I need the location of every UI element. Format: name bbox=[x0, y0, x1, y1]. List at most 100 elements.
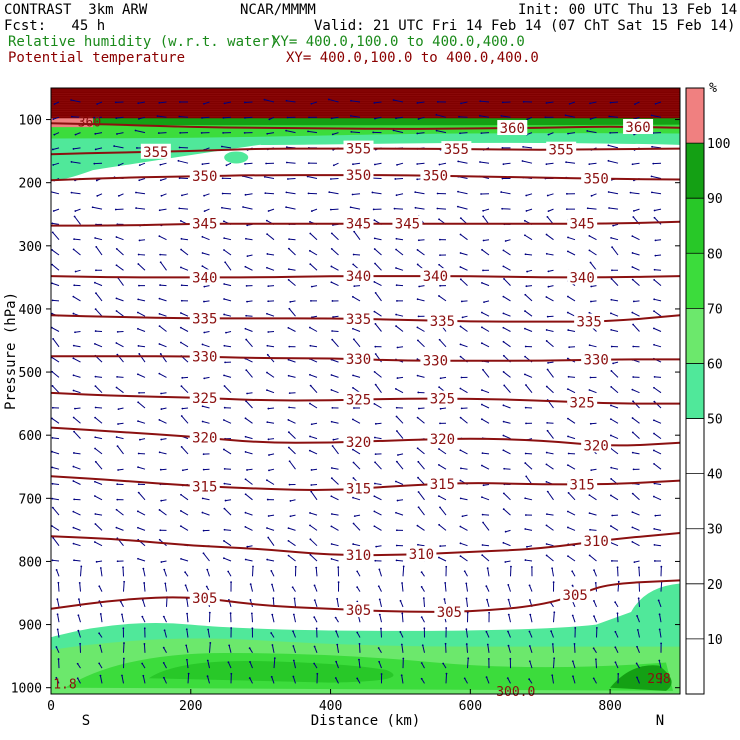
wind-vector-head bbox=[417, 239, 420, 242]
wind-vector bbox=[180, 249, 189, 256]
wind-vector-head bbox=[401, 582, 403, 584]
wind-vector-head bbox=[465, 597, 468, 600]
wind-vector bbox=[417, 447, 425, 455]
wind-vector-head bbox=[308, 449, 311, 452]
theta-contour-360 bbox=[51, 122, 680, 130]
theta-label-bg bbox=[420, 268, 451, 284]
wind-vector bbox=[100, 567, 103, 577]
wind-vector-head bbox=[631, 492, 634, 495]
wind-vector bbox=[268, 438, 275, 440]
wind-vector bbox=[651, 146, 662, 149]
wind-vector bbox=[52, 507, 60, 516]
wind-vector bbox=[351, 131, 361, 134]
wind-vector bbox=[402, 566, 405, 577]
wind-vector bbox=[164, 583, 167, 592]
wind-vector bbox=[264, 99, 275, 103]
wind-vector bbox=[632, 389, 640, 394]
wind-vector-head bbox=[528, 645, 531, 647]
wind-vector-head bbox=[610, 385, 613, 388]
wind-vector-head bbox=[93, 162, 96, 165]
wind-vector-head bbox=[552, 581, 555, 584]
wind-vector bbox=[437, 208, 447, 210]
wind-vector-head bbox=[123, 642, 125, 644]
wind-vector bbox=[486, 676, 490, 684]
wind-vector-head bbox=[313, 645, 316, 648]
theta-label-bg bbox=[546, 141, 577, 157]
wind-vector bbox=[114, 145, 124, 149]
wind-vector-head bbox=[94, 308, 97, 311]
wind-vector-head bbox=[287, 247, 290, 250]
wind-vector bbox=[180, 266, 189, 271]
theta-label-bg bbox=[343, 480, 374, 496]
wind-vector-head bbox=[137, 466, 139, 469]
wind-vector bbox=[547, 369, 554, 378]
wind-vector-head bbox=[356, 600, 359, 603]
wind-vector-head bbox=[137, 483, 140, 486]
wind-vector-head bbox=[394, 387, 397, 390]
wind-vector bbox=[328, 98, 339, 103]
wind-vector-head bbox=[184, 571, 187, 574]
wind-vector-head bbox=[273, 657, 276, 660]
wind-vector bbox=[94, 481, 103, 485]
wind-vector-head bbox=[330, 389, 333, 391]
wind-vector bbox=[464, 678, 468, 684]
wind-vector-head bbox=[116, 375, 119, 378]
theta-label-bg bbox=[581, 351, 612, 367]
wind-vector bbox=[552, 643, 554, 653]
wind-vector-head bbox=[99, 567, 102, 569]
wind-vector bbox=[568, 376, 576, 378]
wind-vector-head bbox=[401, 612, 404, 615]
wind-vector-head bbox=[616, 612, 619, 615]
wind-vector-head bbox=[571, 570, 574, 573]
wind-vector bbox=[120, 601, 124, 608]
theta-label-bg bbox=[343, 167, 374, 183]
wind-vector-head bbox=[329, 178, 332, 180]
theta-label-310: 310 bbox=[583, 534, 608, 550]
wind-vector-head bbox=[439, 545, 442, 547]
wind-vector bbox=[655, 239, 662, 241]
wind-vector-head bbox=[250, 612, 253, 615]
wind-vector bbox=[421, 586, 425, 592]
wind-vector-head bbox=[266, 233, 269, 236]
wind-vector-head bbox=[310, 102, 313, 105]
wind-vector bbox=[525, 497, 533, 501]
wind-vector-head bbox=[51, 282, 53, 285]
wind-vector-head bbox=[438, 263, 441, 266]
wind-vector bbox=[224, 283, 232, 287]
wind-vector bbox=[286, 100, 296, 103]
wind-vector-head bbox=[460, 467, 462, 470]
wind-vector bbox=[503, 249, 511, 256]
wind-vector bbox=[52, 232, 60, 241]
wind-vector bbox=[309, 327, 318, 332]
wind-vector-head bbox=[438, 218, 440, 221]
wind-vector bbox=[142, 599, 146, 608]
wind-vector-head bbox=[55, 646, 58, 648]
theta-label-335: 335 bbox=[576, 315, 601, 331]
wind-vector-head bbox=[121, 674, 123, 677]
wind-vector bbox=[331, 339, 339, 348]
wind-vector-head bbox=[416, 447, 419, 450]
wind-vector bbox=[659, 629, 662, 638]
wind-vector-head bbox=[480, 132, 483, 135]
wind-vector bbox=[71, 161, 81, 164]
wind-vector-head bbox=[99, 613, 102, 615]
wind-vector-head bbox=[74, 210, 77, 212]
wind-vector bbox=[249, 677, 253, 684]
wind-vector bbox=[330, 178, 339, 180]
wind-vector-head bbox=[72, 526, 75, 529]
wind-vector bbox=[614, 647, 619, 654]
wind-vector-head bbox=[445, 565, 448, 568]
wind-vector bbox=[245, 526, 253, 531]
wind-vector bbox=[179, 207, 189, 210]
wind-vector bbox=[311, 101, 318, 105]
wind-vector-head bbox=[270, 569, 273, 572]
theta-label-350: 350 bbox=[192, 169, 217, 185]
theta-label-335: 335 bbox=[430, 314, 455, 330]
wind-vector bbox=[139, 239, 146, 241]
wind-vector-head bbox=[180, 341, 182, 344]
wind-vector-head bbox=[416, 163, 419, 165]
wind-vector-head bbox=[51, 482, 54, 485]
wind-vector-head bbox=[115, 248, 118, 250]
wind-vector-head bbox=[224, 499, 227, 502]
wind-vector-head bbox=[137, 420, 139, 423]
